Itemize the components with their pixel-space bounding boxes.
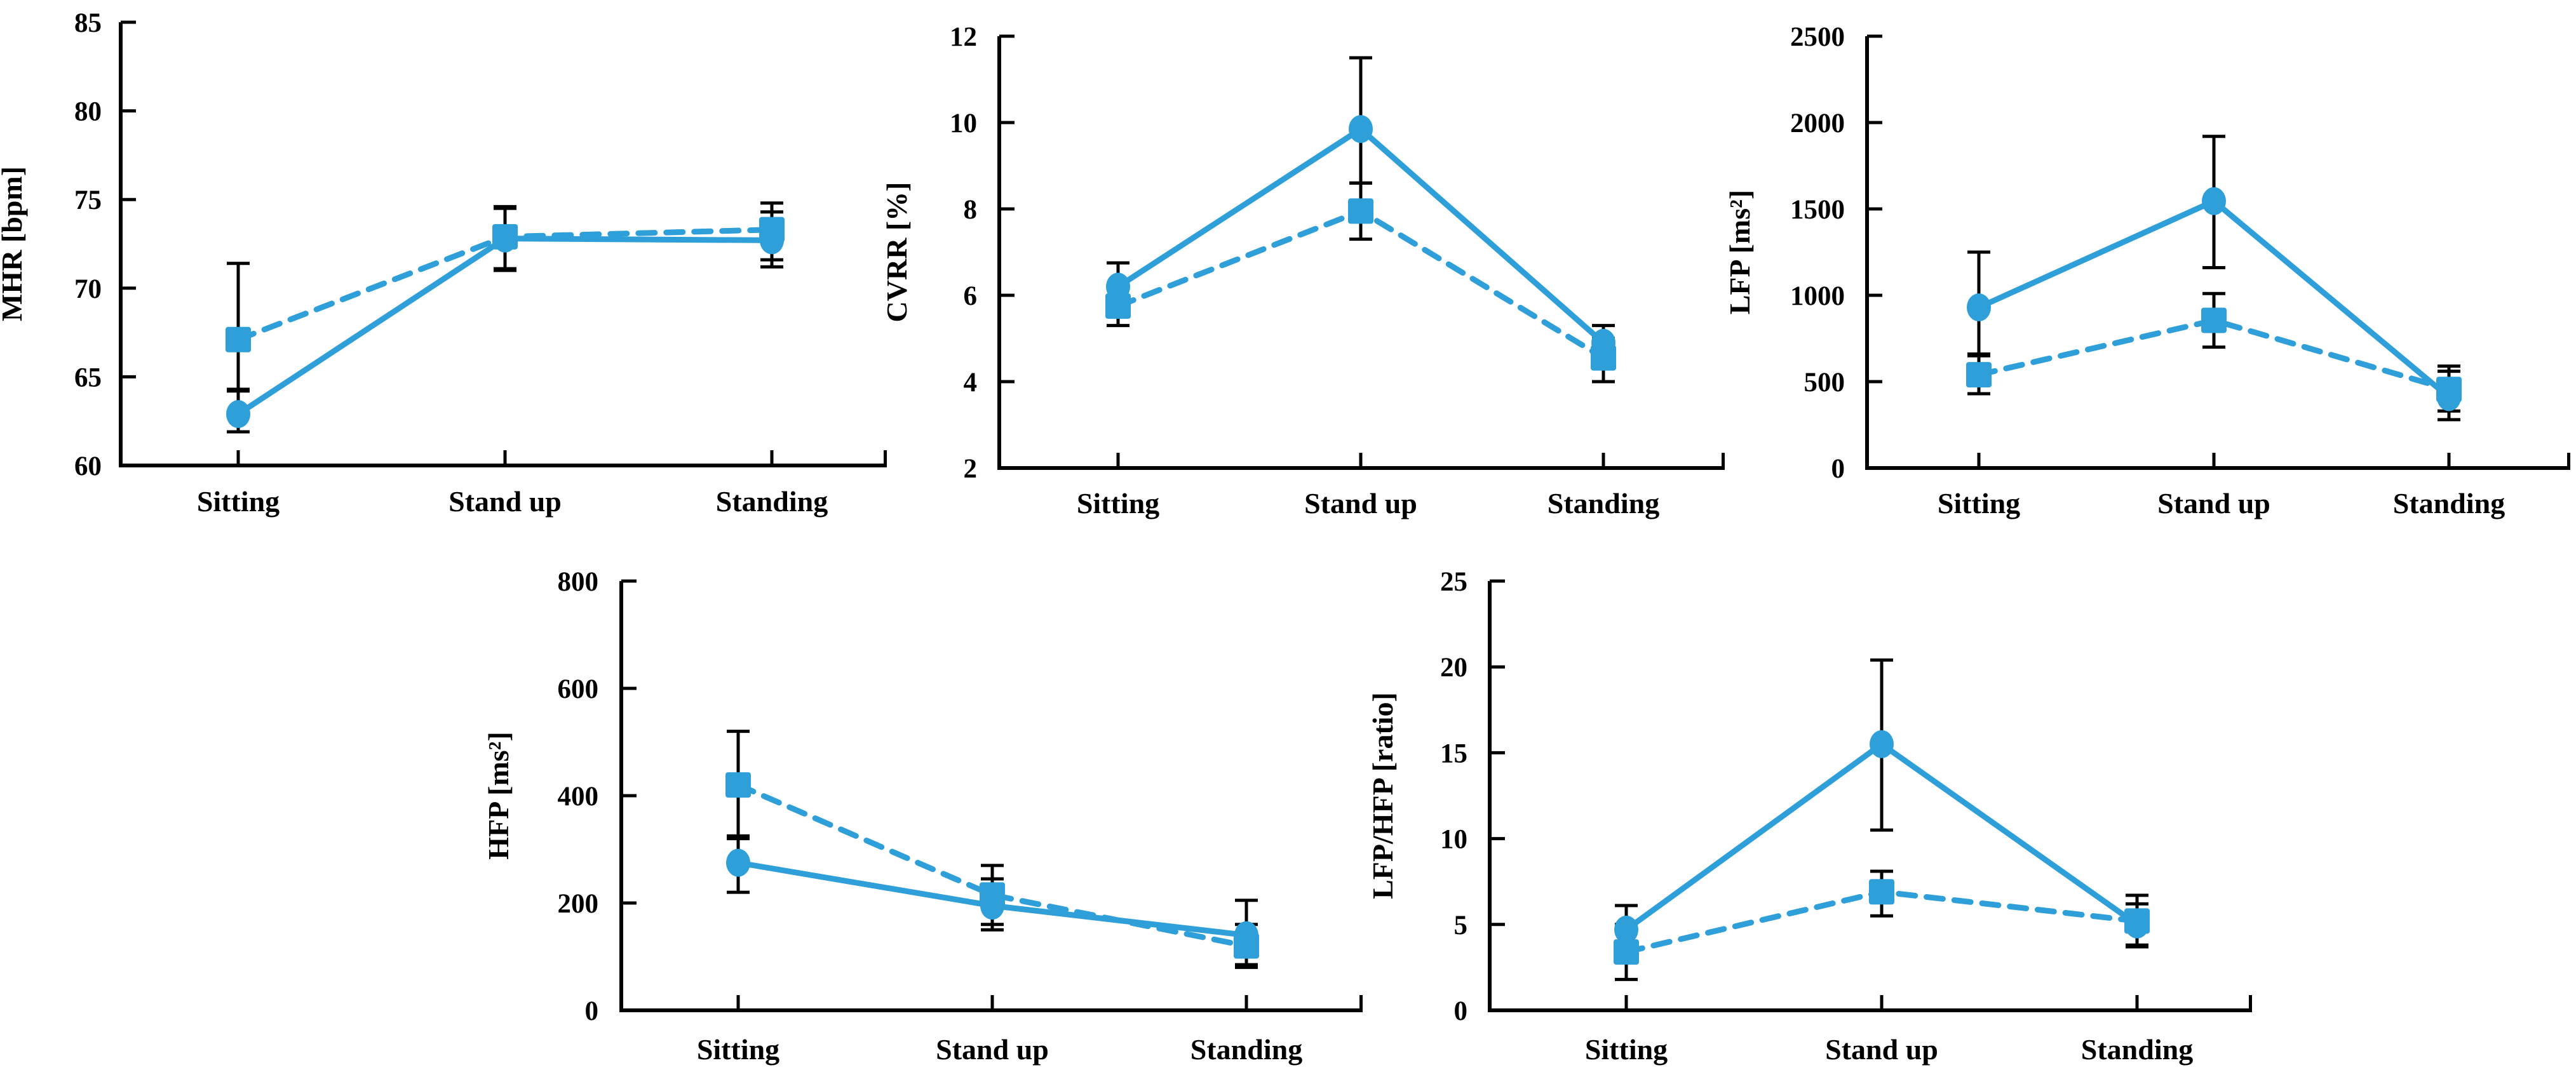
- y-tick-label: 20: [1440, 653, 1467, 683]
- y-tick-label: 0: [585, 996, 599, 1026]
- y-tick-label: 6: [964, 281, 978, 311]
- y-tick-label: 15: [1440, 739, 1467, 768]
- y-tick-label: 25: [1440, 567, 1467, 597]
- category-label: Standing: [1548, 487, 1659, 519]
- data-point-square: [1105, 293, 1131, 319]
- data-point-square: [2124, 908, 2150, 934]
- y-tick-label: 400: [558, 782, 599, 812]
- category-label: Sitting: [697, 1033, 779, 1066]
- y-tick-label: 75: [74, 185, 102, 215]
- category-label: Stand up: [1304, 487, 1417, 519]
- error-bar: [227, 262, 250, 391]
- category-label: Standing: [716, 485, 828, 518]
- data-point-circle: [1349, 115, 1373, 144]
- data-point-square: [1869, 879, 1894, 905]
- data-point-square: [492, 224, 518, 250]
- data-point-circle: [726, 848, 750, 877]
- category-label: Standing: [1190, 1033, 1302, 1066]
- data-point-square: [1234, 933, 1259, 959]
- y-tick-label: 1500: [1790, 195, 1845, 225]
- category-label: Stand up: [936, 1033, 1049, 1066]
- chart-cvrr: 2 4 6 8 10 12 Sitting Stand up Standing CVRR [%]: [880, 22, 1725, 519]
- y-tick-label: 800: [558, 567, 599, 597]
- y-tick-label: 200: [558, 889, 599, 919]
- y-tick-label: 2: [964, 454, 978, 484]
- data-point-circle: [2202, 187, 2226, 215]
- y-tick-label: 2500: [1790, 22, 1845, 52]
- category-label: Stand up: [448, 485, 562, 518]
- y-axis-title: LFP [ms²]: [1723, 190, 1756, 315]
- category-label: Sitting: [1585, 1033, 1668, 1066]
- data-point-circle: [1614, 915, 1638, 944]
- y-tick-label: 5: [1454, 911, 1468, 940]
- y-tick-label: 12: [950, 22, 977, 52]
- chart-lfp-hfp: 0 5 10 15 20 25 Sitting Stand up Standing LFP/HFP…: [1366, 567, 2252, 1066]
- y-axis-title: LFP/HFP [ratio]: [1366, 692, 1399, 899]
- y-tick-label: 80: [74, 97, 102, 127]
- y-axis-title: CVRR [%]: [880, 182, 913, 322]
- y-tick-label: 60: [74, 452, 102, 481]
- chart-lfp: 0 500 1000 1500 2000 2500 Sitting Stand up Stand…: [1723, 22, 2570, 519]
- data-point-square: [1614, 939, 1639, 965]
- y-tick-label: 0: [1831, 454, 1845, 484]
- data-point-square: [1966, 362, 1992, 388]
- category-label: Sitting: [1938, 487, 2020, 519]
- data-point-circle: [226, 400, 250, 429]
- y-tick-label: 0: [1454, 996, 1468, 1026]
- category-label: Sitting: [1077, 487, 1159, 519]
- y-tick-label: 600: [558, 674, 599, 704]
- data-point-square: [226, 326, 251, 352]
- y-axis-title: HFP [ms²]: [482, 732, 515, 860]
- chart-hfp: 0 200 400 600 800 Sitting Stand up Standing HFP …: [482, 567, 1363, 1066]
- data-point-square: [980, 882, 1005, 908]
- y-tick-label: 4: [964, 368, 978, 398]
- y-tick-label: 10: [1440, 825, 1467, 855]
- y-tick-label: 8: [964, 195, 978, 225]
- y-axis-title: MHR [bpm]: [0, 166, 28, 321]
- data-point-square: [759, 217, 785, 243]
- data-point-square: [2436, 377, 2462, 403]
- y-tick-label: 85: [74, 8, 102, 38]
- data-point-square: [1348, 198, 1373, 224]
- y-tick-label: 10: [950, 109, 977, 138]
- data-point-square: [2201, 307, 2227, 333]
- category-label: Standing: [2081, 1033, 2193, 1066]
- category-label: Sitting: [197, 485, 280, 518]
- category-label: Stand up: [1825, 1033, 1938, 1066]
- y-tick-label: 65: [74, 363, 102, 392]
- data-point-circle: [1870, 730, 1894, 758]
- chart-mhr: 60 65 70 75 80 85 Sitting Stand up Standing MHR […: [0, 8, 887, 518]
- y-tick-label: 2000: [1790, 109, 1845, 138]
- data-point-square: [725, 772, 751, 798]
- y-tick-label: 500: [1804, 368, 1845, 398]
- data-point-circle: [1967, 293, 1991, 322]
- y-tick-label: 1000: [1790, 281, 1845, 311]
- category-label: Stand up: [2157, 487, 2270, 519]
- category-label: Standing: [2393, 487, 2505, 519]
- y-tick-label: 70: [74, 274, 102, 304]
- data-point-square: [1591, 345, 1616, 371]
